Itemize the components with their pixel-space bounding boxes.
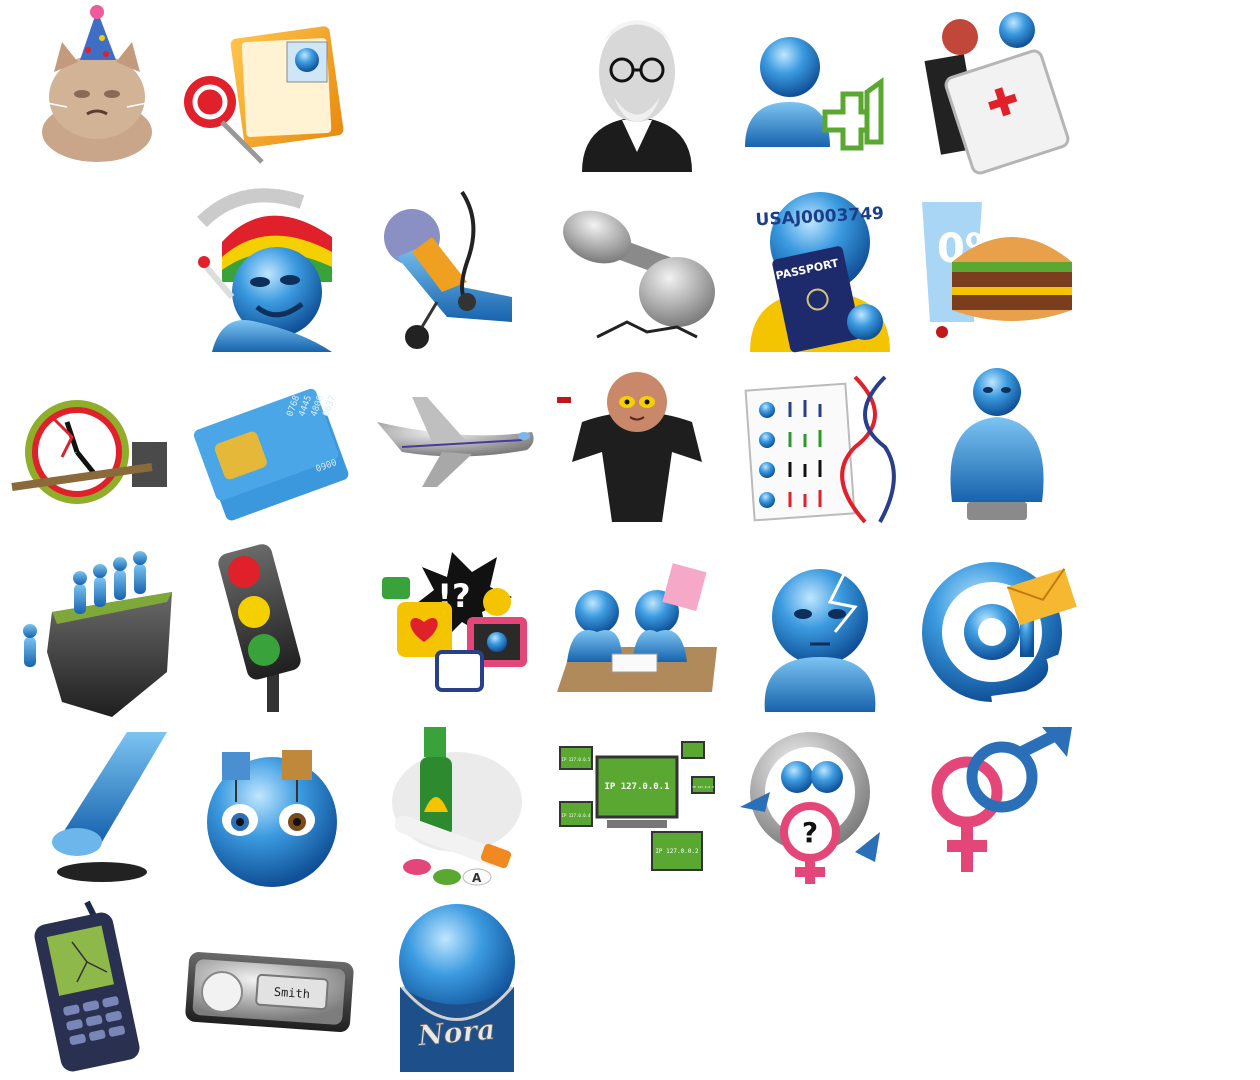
pill-letter: A [472,871,482,885]
frustrated-students-icon[interactable] [552,542,722,712]
eye-colors-icon[interactable] [182,722,352,892]
social-media-icon[interactable]: !? [372,542,542,712]
broken-alarm-clock-icon[interactable] [11,362,182,532]
fast-food-junk-icon[interactable]: 0% [912,182,1082,352]
crazy-old-man-icon[interactable] [552,362,722,532]
ip-3: IP 127.0.0.3 [692,785,714,789]
freud-portrait-icon[interactable] [552,2,722,172]
passport-id-icon[interactable]: USAJ0003749 PASSPORT [735,182,905,353]
email-at-icon[interactable] [912,542,1082,712]
airplane-icon[interactable] [372,362,542,532]
ip-5: IP 127.0.0.5 [562,757,591,762]
doorbell-nameplate-icon[interactable]: Smith [182,902,354,1072]
rasta-smoker-icon[interactable] [182,182,352,352]
cliff-climbers-icon[interactable] [12,542,182,717]
addictions-icon[interactable]: A [372,722,542,892]
center-ip: IP 127.0.0.1 [604,782,669,792]
blood-pressure-stethoscope-icon[interactable] [372,182,542,352]
cracked-phone-icon[interactable] [12,900,182,1072]
party-cat-icon[interactable] [12,2,182,172]
svg-text:?: ? [802,816,818,849]
network-ip-icon[interactable]: IP 127.0.0.1 IP 127.0.0.5 IP 127.0.0.3 I… [552,722,722,892]
heavy-dumbbell-icon[interactable] [552,182,722,352]
first-aid-kit-icon[interactable] [912,2,1082,175]
cracked-face-icon[interactable] [735,542,905,712]
necklace-name: Nora [416,1013,497,1053]
sim-cards-icon[interactable]: 0768 4445 4800 0637 0900 [182,362,352,532]
overweight-scale-icon[interactable] [912,362,1082,532]
gender-symbols-icon[interactable] [912,722,1082,892]
nameplate-text: Smith [273,985,310,1001]
case-file-icon[interactable] [182,2,352,172]
ip-4: IP 127.0.0.4 [562,813,591,818]
ip-2: IP 127.0.0.2 [655,848,699,855]
dna-test-icon[interactable] [735,362,905,532]
finger-press-icon[interactable] [12,722,182,892]
gender-question-icon[interactable]: ? [735,722,905,892]
name-necklace-icon[interactable]: Nora [372,902,542,1072]
add-friend-plus-one-icon[interactable] [735,2,905,172]
traffic-light-icon[interactable] [182,542,352,712]
